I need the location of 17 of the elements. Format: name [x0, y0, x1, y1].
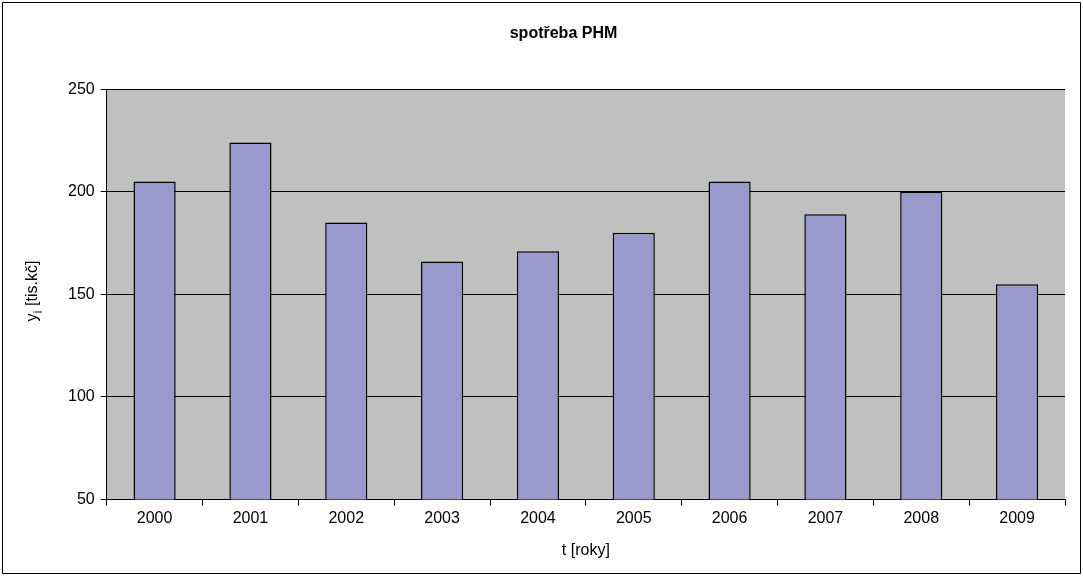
x-tick-label: 2000: [136, 508, 173, 526]
x-tick-label: 2007: [807, 508, 844, 526]
x-tick-label: 2004: [520, 508, 556, 526]
x-tick-label: 2005: [615, 508, 652, 526]
x-axis-title: t [roky]: [561, 540, 610, 558]
y-tick-label: 250: [67, 79, 95, 97]
x-tick-label: 2003: [424, 508, 460, 526]
y-tick-label: 50: [76, 490, 95, 508]
x-tick-label: 2009: [999, 508, 1035, 526]
y-tick-label: 100: [67, 387, 95, 405]
y-tick-label: 150: [67, 284, 95, 302]
x-tick-label: 2008: [903, 508, 940, 526]
x-tick-label: 2001: [232, 508, 269, 526]
x-tick-label: 2006: [711, 508, 748, 526]
y-tick-label: 200: [67, 182, 95, 200]
x-tick-label: 2002: [328, 508, 365, 526]
chart-title: spotřeba PHM: [509, 24, 618, 42]
